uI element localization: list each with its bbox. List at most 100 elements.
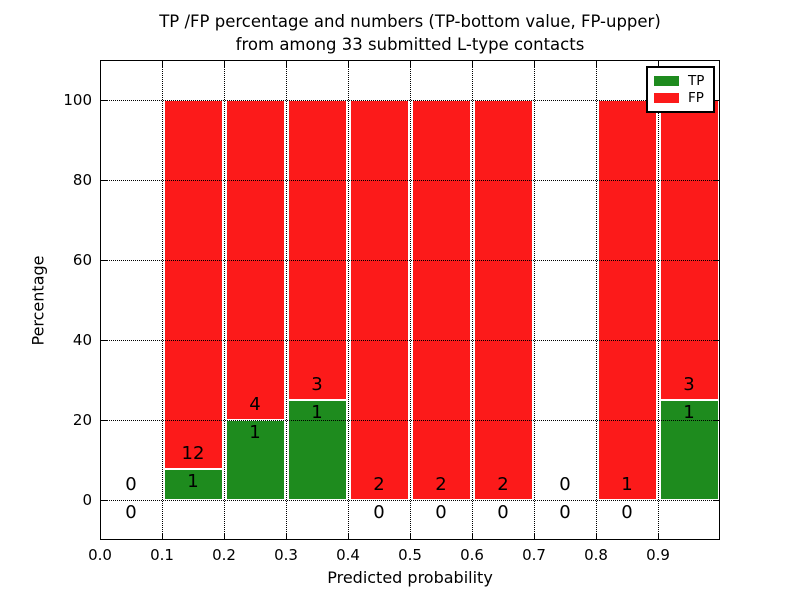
x-tick-top <box>100 61 101 67</box>
chart-title-line1: TP /FP percentage and numbers (TP-bottom… <box>159 12 661 31</box>
fp-count-label: 3 <box>311 373 323 395</box>
v-gridline <box>658 60 659 540</box>
y-tick-right <box>713 260 719 261</box>
fp-count-label: 4 <box>249 393 261 415</box>
fp-bar-segment <box>597 100 657 500</box>
tp-count-label: 1 <box>187 471 199 493</box>
y-tick <box>101 500 107 501</box>
y-tick <box>101 180 107 181</box>
fp-bar-segment <box>659 100 719 400</box>
y-tick-label: 40 <box>72 331 92 349</box>
tp-bar-segment <box>287 400 347 500</box>
y-axis-label: Percentage <box>28 254 48 346</box>
fp-count-label: 2 <box>497 473 509 495</box>
x-tick-label: 0.3 <box>274 546 298 564</box>
tp-count-label: 0 <box>621 502 633 524</box>
y-tick <box>101 340 107 341</box>
x-tick-label: 0.0 <box>88 546 112 564</box>
x-tick <box>472 533 473 539</box>
legend: TP FP <box>646 66 715 113</box>
fp-bar-segment <box>349 100 409 500</box>
fp-count-label: 0 <box>125 473 137 495</box>
fp-count-label: 0 <box>559 473 571 495</box>
v-gridline <box>224 60 225 540</box>
x-tick-label: 0.9 <box>646 546 670 564</box>
x-tick-label: 0.8 <box>584 546 608 564</box>
x-tick-label: 0.4 <box>336 546 360 564</box>
y-axis-label-wrap: Percentage <box>18 60 58 540</box>
v-gridline <box>472 60 473 540</box>
fp-count-label: 12 <box>181 443 205 465</box>
x-tick <box>410 533 411 539</box>
tp-count-label: 1 <box>683 402 695 424</box>
x-tick-top <box>410 61 411 67</box>
x-tick-top <box>348 61 349 67</box>
y-tick-label: 20 <box>72 411 92 429</box>
chart-title-line2: from among 33 submitted L-type contacts <box>235 35 585 54</box>
x-tick <box>596 533 597 539</box>
legend-entry-fp: FP <box>654 91 707 105</box>
fp-bar-segment <box>473 100 533 500</box>
y-tick-right <box>713 100 719 101</box>
tp-bar-segment <box>163 469 223 500</box>
x-axis-label: Predicted probability <box>327 568 493 587</box>
y-tick <box>101 100 107 101</box>
x-tick-top <box>596 61 597 67</box>
tp-count-label: 0 <box>435 502 447 524</box>
y-tick-label: 0 <box>82 491 92 509</box>
fp-bar-segment <box>163 100 223 470</box>
tp-legend-label: TP <box>688 73 705 90</box>
tp-bar-segment <box>225 420 285 500</box>
v-gridline <box>348 60 349 540</box>
tp-count-label: 0 <box>497 502 509 524</box>
y-tick <box>101 260 107 261</box>
chart-title: TP /FP percentage and numbers (TP-bottom… <box>100 10 720 56</box>
fp-count-label: 2 <box>435 473 447 495</box>
x-tick-label: 0.5 <box>398 546 422 564</box>
y-tick-right <box>713 180 719 181</box>
y-tick-label: 60 <box>72 251 92 269</box>
legend-entry-tp: TP <box>654 74 707 88</box>
x-tick <box>658 533 659 539</box>
v-gridline <box>410 60 411 540</box>
fp-count-label: 2 <box>373 473 385 495</box>
x-tick-top <box>534 61 535 67</box>
y-tick-right <box>713 500 719 501</box>
fp-bar-segment <box>287 100 347 400</box>
tp-legend-swatch <box>654 76 679 87</box>
tp-count-label: 1 <box>311 402 323 424</box>
x-tick <box>224 533 225 539</box>
x-tick-label: 0.2 <box>212 546 236 564</box>
x-tick-top <box>286 61 287 67</box>
fp-count-label: 1 <box>621 473 633 495</box>
fp-legend-swatch <box>654 92 679 103</box>
x-tick <box>286 533 287 539</box>
y-tick-label: 80 <box>72 171 92 189</box>
x-tick-top <box>472 61 473 67</box>
x-tick <box>162 533 163 539</box>
y-tick <box>101 420 107 421</box>
v-gridline <box>286 60 287 540</box>
y-tick-right <box>713 340 719 341</box>
tp-count-label: 0 <box>559 502 571 524</box>
x-tick-label: 0.6 <box>460 546 484 564</box>
x-tick-top <box>224 61 225 67</box>
v-gridline <box>162 60 163 540</box>
tp-bar-segment <box>659 400 719 500</box>
y-tick-right <box>713 420 719 421</box>
fp-legend-label: FP <box>688 89 704 106</box>
x-tick-top <box>658 61 659 67</box>
x-tick <box>348 533 349 539</box>
tp-count-label: 0 <box>373 502 385 524</box>
x-tick-label: 0.1 <box>150 546 174 564</box>
fp-count-label: 3 <box>683 373 695 395</box>
x-tick-label: 0.7 <box>522 546 546 564</box>
x-tick <box>534 533 535 539</box>
x-tick-top <box>162 61 163 67</box>
tp-count-label: 0 <box>125 502 137 524</box>
x-tick <box>100 533 101 539</box>
tp-count-label: 1 <box>249 422 261 444</box>
y-tick-label: 100 <box>63 91 92 109</box>
v-gridline <box>534 60 535 540</box>
